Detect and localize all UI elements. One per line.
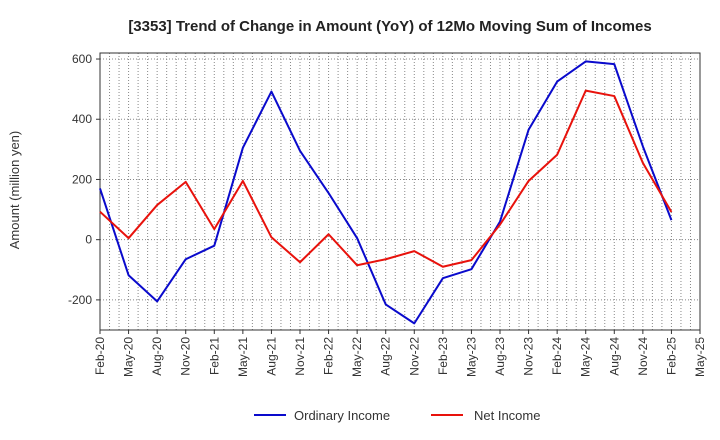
y-axis-label: Amount (million yen)	[7, 131, 22, 250]
x-tick-label: Feb-25	[664, 337, 678, 375]
y-tick-label: -200	[68, 293, 92, 307]
x-tick-label: Feb-22	[322, 337, 336, 375]
y-tick-label: 0	[85, 233, 92, 247]
x-tick-label: Feb-23	[436, 337, 450, 375]
x-tick-label: Nov-20	[179, 337, 193, 376]
x-tick-label: Nov-21	[293, 337, 307, 376]
x-tick-label: Feb-24	[550, 337, 564, 375]
x-tick-label: Feb-20	[93, 337, 107, 375]
x-tick-label: Nov-23	[522, 337, 536, 376]
y-tick-label: 200	[72, 172, 92, 186]
series-line-net-income	[99, 89, 673, 268]
x-tick-label: Nov-22	[407, 337, 421, 376]
x-tick-label: Aug-21	[264, 337, 278, 376]
x-tick-label: Aug-22	[379, 337, 393, 376]
x-tick-label: Aug-20	[150, 337, 164, 376]
chart-title: [3353] Trend of Change in Amount (YoY) o…	[128, 18, 651, 35]
x-tick-label: Aug-24	[607, 337, 621, 376]
x-tick-label: Nov-24	[636, 337, 650, 376]
x-axis-ticks: Feb-20 May-20 Aug-20 Nov-20 Feb-21 May-21 Aug-…	[93, 330, 707, 377]
grid	[100, 53, 700, 330]
y-tick-label: 400	[72, 112, 92, 126]
x-tick-label: May-22	[350, 337, 364, 377]
x-tick-label: Aug-23	[493, 337, 507, 376]
legend-label: Net Income	[474, 408, 540, 423]
x-tick-label: Feb-21	[207, 337, 221, 375]
y-tick-label: 600	[72, 52, 92, 66]
x-tick-label: May-20	[122, 337, 136, 377]
x-tick-label: May-25	[693, 337, 707, 377]
legend: Ordinary Income Net Income	[254, 408, 540, 423]
y-axis-ticks: -200 0 200 400 600	[68, 52, 100, 307]
x-tick-label: May-24	[579, 337, 593, 377]
x-tick-label: May-23	[464, 337, 478, 377]
x-tick-label: May-21	[236, 337, 250, 377]
series-layer	[99, 60, 673, 325]
series-line-ordinary-income	[99, 60, 673, 325]
legend-label: Ordinary Income	[294, 408, 390, 423]
